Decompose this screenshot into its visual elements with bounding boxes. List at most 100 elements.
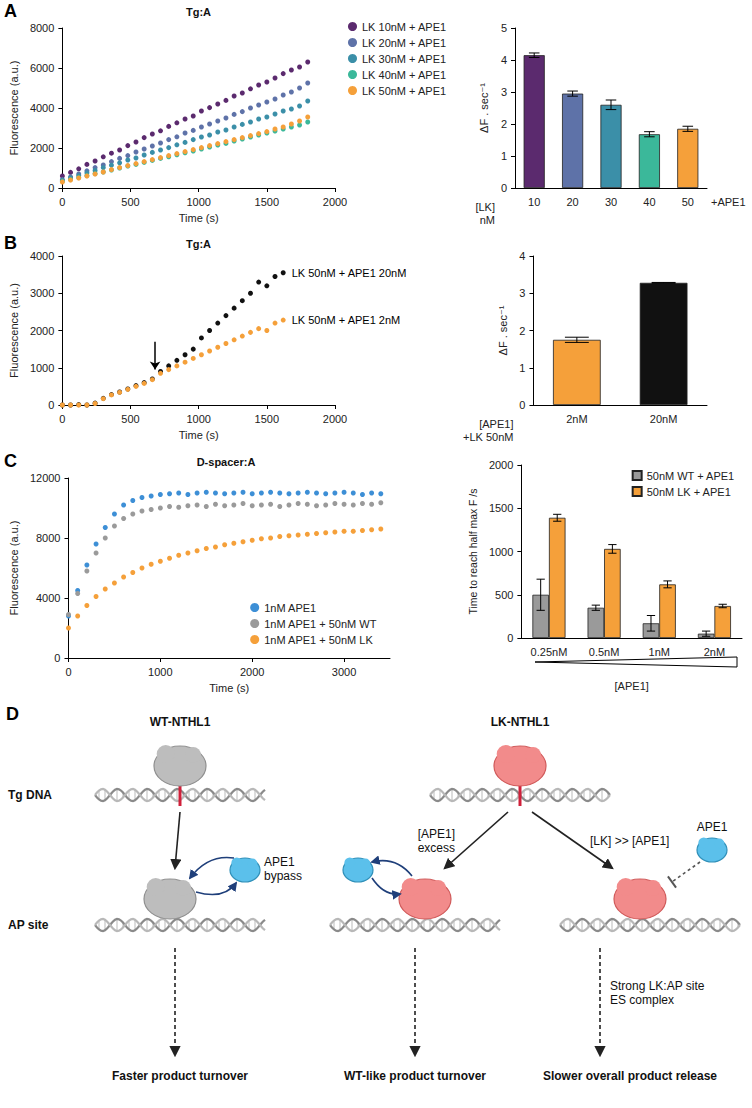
svg-text:LK 10nM + APE1: LK 10nM + APE1	[362, 21, 446, 33]
svg-text:3000: 3000	[332, 666, 356, 678]
svg-text:Strong LK:AP siteES complex: Strong LK:AP siteES complex	[610, 979, 705, 1007]
svg-text:2: 2	[501, 118, 507, 130]
svg-text:LK 50nM + APE1: LK 50nM + APE1	[362, 85, 446, 97]
svg-text:Fluorescence (a.u.): Fluorescence (a.u.)	[8, 61, 20, 156]
svg-text:500: 500	[121, 413, 139, 425]
svg-text:10: 10	[528, 196, 540, 208]
svg-text:0: 0	[48, 182, 54, 194]
svg-text:1000: 1000	[186, 413, 210, 425]
svg-text:0: 0	[59, 196, 65, 208]
svg-text:Time (s): Time (s)	[209, 682, 249, 694]
svg-text:Slower overall product release: Slower overall product release	[543, 1069, 717, 1083]
svg-text:0: 0	[501, 182, 507, 194]
svg-text:3: 3	[519, 287, 525, 299]
svg-text:0: 0	[519, 399, 525, 411]
svg-text:6000: 6000	[30, 62, 54, 74]
svg-text:LK 20nM + APE1: LK 20nM + APE1	[362, 37, 446, 49]
svg-text:Time (s): Time (s)	[179, 212, 219, 224]
svg-text:2000: 2000	[489, 459, 513, 471]
svg-text:1: 1	[501, 150, 507, 162]
svg-text:D: D	[6, 704, 19, 724]
svg-text:+APE1: +APE1	[711, 196, 746, 208]
svg-text:Time to reach half max F /s: Time to reach half max F /s	[468, 489, 479, 615]
svg-text:1500: 1500	[255, 196, 279, 208]
svg-text:0: 0	[48, 399, 54, 411]
svg-text:+LK 50nM: +LK 50nM	[463, 431, 513, 443]
svg-text:500: 500	[495, 589, 513, 601]
svg-text:A: A	[4, 1, 17, 21]
svg-text:4000: 4000	[36, 592, 60, 604]
svg-text:Fluorescence (a.u.): Fluorescence (a.u.)	[8, 521, 20, 616]
svg-text:nM: nM	[480, 214, 495, 226]
svg-text:4000: 4000	[30, 102, 54, 114]
svg-text:4: 4	[501, 54, 507, 66]
svg-text:8000: 8000	[36, 532, 60, 544]
svg-text:1000: 1000	[148, 666, 172, 678]
svg-text:[LK]: [LK]	[475, 201, 495, 213]
svg-text:LK 40nM + APE1: LK 40nM + APE1	[362, 69, 446, 81]
svg-text:4000: 4000	[30, 250, 54, 262]
svg-text:3000: 3000	[30, 287, 54, 299]
svg-text:D-spacer:A: D-spacer:A	[197, 456, 256, 468]
svg-text:0.5nM: 0.5nM	[589, 646, 620, 658]
svg-text:0: 0	[54, 652, 60, 664]
svg-text:[LK] >> [APE1]: [LK] >> [APE1]	[590, 834, 669, 848]
svg-text:[APE1]: [APE1]	[479, 418, 513, 430]
svg-text:WT-like product turnover: WT-like product turnover	[344, 1069, 486, 1083]
svg-text:0.25nM: 0.25nM	[531, 646, 568, 658]
svg-text:2000: 2000	[323, 196, 347, 208]
svg-text:APE1bypass: APE1bypass	[264, 855, 302, 883]
svg-text:20: 20	[566, 196, 578, 208]
svg-text:50nM WT + APE1: 50nM WT + APE1	[647, 470, 735, 482]
svg-text:WT-NTHL1: WT-NTHL1	[150, 715, 211, 729]
svg-text:0: 0	[59, 413, 65, 425]
svg-text:4: 4	[519, 250, 525, 262]
svg-text:1nM APE1 + 50nM WT: 1nM APE1 + 50nM WT	[264, 618, 376, 630]
svg-text:3: 3	[501, 86, 507, 98]
svg-text:LK 50nM + APE1 20nM: LK 50nM + APE1 20nM	[292, 267, 407, 279]
svg-text:1nM APE1: 1nM APE1	[264, 602, 316, 614]
svg-text:1500: 1500	[255, 413, 279, 425]
svg-text:2000: 2000	[240, 666, 264, 678]
svg-text:ΔF . sec⁻¹: ΔF . sec⁻¹	[497, 305, 509, 355]
svg-text:LK 30nM + APE1: LK 30nM + APE1	[362, 53, 446, 65]
svg-text:Tg:A: Tg:A	[186, 6, 211, 18]
svg-text:1500: 1500	[489, 502, 513, 514]
svg-text:Tg:A: Tg:A	[186, 238, 211, 250]
svg-text:0: 0	[507, 632, 513, 644]
svg-text:0: 0	[65, 666, 71, 678]
svg-text:APE1: APE1	[697, 820, 728, 834]
svg-text:LK-NTHL1: LK-NTHL1	[491, 715, 550, 729]
svg-text:2nM: 2nM	[566, 413, 587, 425]
svg-text:5: 5	[501, 22, 507, 34]
svg-text:LK 50nM + APE1 2nM: LK 50nM + APE1 2nM	[292, 314, 401, 326]
svg-text:Fluorescence (a.u.): Fluorescence (a.u.)	[8, 283, 20, 378]
svg-text:50: 50	[682, 196, 694, 208]
svg-text:[APE1]: [APE1]	[615, 680, 649, 692]
svg-text:30: 30	[605, 196, 617, 208]
svg-text:8000: 8000	[30, 22, 54, 34]
svg-text:2: 2	[519, 325, 525, 337]
svg-text:20nM: 20nM	[650, 413, 678, 425]
svg-text:C: C	[4, 451, 17, 471]
svg-text:2000: 2000	[323, 413, 347, 425]
svg-text:12000: 12000	[30, 472, 61, 484]
svg-text:Faster product turnover: Faster product turnover	[112, 1069, 248, 1083]
svg-text:1nM APE1 + 50nM LK: 1nM APE1 + 50nM LK	[264, 634, 373, 646]
svg-text:1000: 1000	[30, 362, 54, 374]
svg-text:1000: 1000	[186, 196, 210, 208]
svg-text:ΔF . sec⁻¹: ΔF . sec⁻¹	[478, 83, 490, 133]
svg-text:Tg DNA: Tg DNA	[8, 788, 52, 802]
svg-text:AP site: AP site	[8, 918, 49, 932]
svg-text:1: 1	[519, 362, 525, 374]
svg-text:[APE1]excess: [APE1]excess	[418, 827, 455, 855]
svg-text:2000: 2000	[30, 142, 54, 154]
svg-text:50nM LK + APE1: 50nM LK + APE1	[647, 486, 731, 498]
svg-text:2nM: 2nM	[704, 646, 725, 658]
svg-text:Time (s): Time (s)	[179, 429, 219, 441]
svg-text:1nM: 1nM	[649, 646, 670, 658]
svg-text:B: B	[4, 233, 17, 253]
svg-text:2000: 2000	[30, 325, 54, 337]
svg-text:1000: 1000	[489, 546, 513, 558]
svg-text:500: 500	[121, 196, 139, 208]
